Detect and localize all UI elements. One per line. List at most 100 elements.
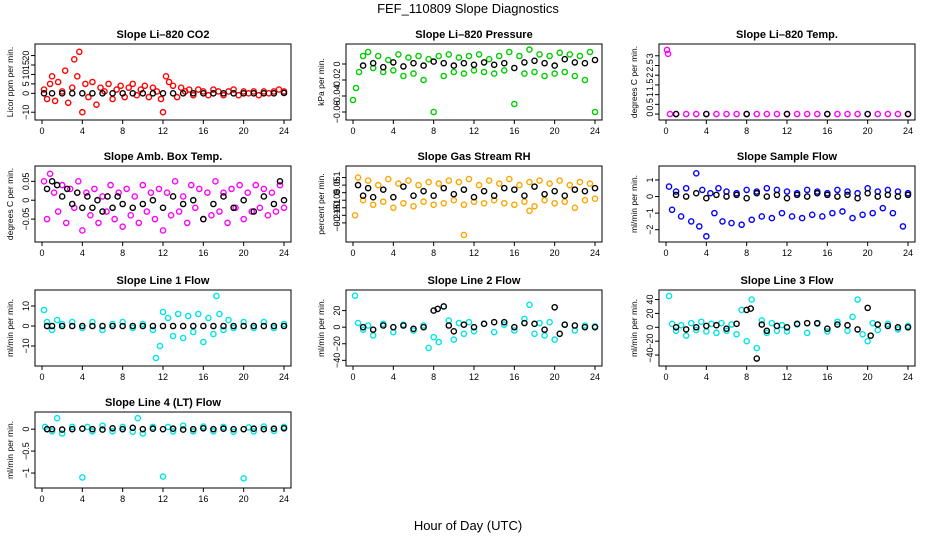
- y-axis-label: ml/min per min.: [629, 175, 639, 233]
- panel-title: Slope Li–820 CO2: [117, 29, 210, 41]
- data-point-median: [692, 189, 700, 197]
- data-point: [185, 86, 193, 93]
- data-point-median: [99, 426, 106, 433]
- data-point-median: [440, 59, 448, 67]
- data-point-median: [364, 184, 372, 192]
- y-tick-label: −0.15: [332, 204, 342, 227]
- x-tick-label: 4: [80, 248, 85, 258]
- data-point: [682, 184, 690, 192]
- data-point: [763, 184, 771, 192]
- data-point-median: [521, 59, 528, 66]
- data-point: [697, 318, 705, 326]
- data-point-median: [139, 90, 147, 97]
- data-point-median: [824, 191, 831, 199]
- data-point-median: [854, 194, 861, 202]
- data-point: [272, 208, 280, 215]
- data-point: [354, 174, 362, 181]
- y-tick-label: −1: [645, 208, 655, 218]
- data-point-median: [450, 328, 458, 335]
- panel-9: Slope Line 3 Flow 0 4 8 12 16 20 24 −40−20 0 20 40 m…: [629, 275, 916, 382]
- data-point: [127, 212, 135, 219]
- data-point-median: [179, 426, 187, 433]
- data-point: [450, 196, 458, 204]
- data-point: [384, 175, 392, 183]
- x-tick-label: 0: [39, 372, 44, 382]
- data-point-median: [440, 303, 448, 310]
- data-point-median: [460, 59, 468, 67]
- data-point-median: [511, 64, 518, 72]
- data-point-median: [743, 306, 750, 314]
- data-point: [189, 428, 197, 435]
- data-point: [526, 178, 533, 186]
- data-point-median: [480, 187, 488, 195]
- data-point: [692, 110, 700, 118]
- data-point-median: [230, 90, 237, 97]
- data-point-median: [824, 110, 831, 118]
- data-point: [165, 78, 173, 86]
- data-point: [89, 78, 96, 86]
- data-point-median: [854, 326, 861, 333]
- data-point: [79, 108, 86, 116]
- data-point: [591, 108, 599, 116]
- x-tick-label: 8: [744, 126, 749, 136]
- data-point-median: [470, 323, 478, 331]
- data-point-median: [551, 62, 558, 69]
- data-point-median: [48, 90, 56, 97]
- data-point: [187, 181, 195, 189]
- data-point-median: [773, 191, 781, 199]
- y-tick-label: −10: [21, 105, 31, 120]
- data-point: [159, 308, 167, 316]
- data-point: [728, 219, 735, 227]
- data-point-median: [280, 424, 288, 432]
- data-point-median: [581, 59, 589, 67]
- data-point: [884, 110, 892, 118]
- data-point-median: [48, 425, 56, 433]
- x-tick-label: 4: [80, 494, 85, 504]
- data-point: [748, 216, 756, 224]
- data-point: [220, 326, 227, 334]
- x-tick-label: 16: [198, 126, 208, 136]
- data-point: [490, 70, 498, 77]
- data-point: [390, 204, 397, 212]
- data-point: [82, 80, 89, 88]
- data-point: [40, 306, 48, 314]
- data-point-median: [379, 63, 387, 71]
- data-point-median: [400, 183, 407, 190]
- data-point: [783, 188, 791, 195]
- x-tick-label: 0: [39, 494, 44, 504]
- data-point-median: [89, 322, 96, 330]
- data-point: [445, 51, 453, 58]
- data-point-median: [119, 90, 126, 97]
- data-point: [668, 206, 676, 214]
- panel-title: Slope Line 4 (LT) Flow: [105, 397, 221, 409]
- data-point: [210, 330, 217, 338]
- data-point: [445, 177, 453, 184]
- data-point: [490, 328, 498, 336]
- x-tick-label: 4: [704, 126, 709, 136]
- data-point: [54, 208, 62, 215]
- data-point: [129, 80, 137, 88]
- data-point: [783, 328, 791, 335]
- x-tick-label: 16: [198, 372, 208, 382]
- data-point: [79, 474, 86, 481]
- data-point: [91, 185, 98, 193]
- data-point: [576, 52, 584, 60]
- data-point: [719, 218, 726, 225]
- data-point: [854, 110, 861, 118]
- data-point: [541, 72, 548, 80]
- data-point: [240, 474, 247, 482]
- data-point: [546, 180, 553, 187]
- y-tick-label: −20: [332, 336, 342, 351]
- y-tick-label: 0: [332, 190, 342, 195]
- data-point-median: [723, 325, 730, 332]
- data-point: [505, 175, 513, 183]
- x-tick-label: 0: [663, 372, 668, 382]
- data-point: [270, 427, 278, 435]
- data-point: [435, 52, 443, 60]
- data-point: [359, 326, 367, 333]
- y-axis-label: ml/min per min.: [5, 299, 15, 357]
- data-point-median: [884, 322, 892, 330]
- data-point: [859, 211, 866, 219]
- x-tick-label: 12: [782, 248, 792, 258]
- data-point: [115, 189, 122, 196]
